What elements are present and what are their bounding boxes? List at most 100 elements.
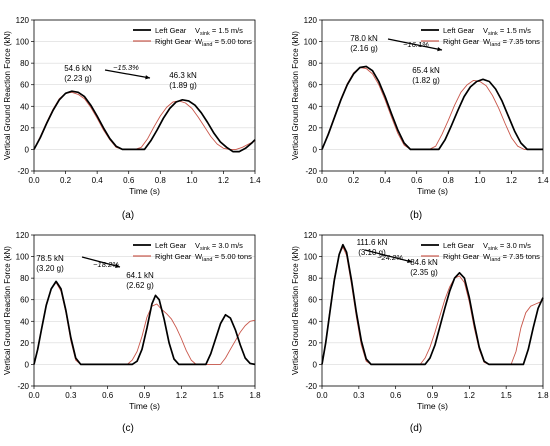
y-tick-label: -20 xyxy=(305,167,317,176)
peak-annotation: 78.0 kN xyxy=(350,34,378,43)
x-axis-label: Time (s) xyxy=(417,401,448,411)
y-tick-label: 40 xyxy=(20,317,29,326)
arrow-head xyxy=(145,75,150,80)
peak-annotation: (3.20 g) xyxy=(36,264,64,273)
y-tick-label: 80 xyxy=(308,59,317,68)
peak-annotation: 64.1 kN xyxy=(126,271,154,280)
arrow-head xyxy=(407,258,412,263)
peak-annotation: (1.82 g) xyxy=(412,76,440,85)
info-text: Wland = 5.00 tons xyxy=(195,37,252,48)
y-tick-label: 100 xyxy=(16,253,30,262)
legend-label: Right Gear xyxy=(443,37,480,46)
x-tick-label: 1.5 xyxy=(501,391,513,400)
info-text: Wland = 5.00 tons xyxy=(195,252,252,263)
x-tick-label: 0.9 xyxy=(427,391,439,400)
y-tick-label: -20 xyxy=(305,382,317,391)
x-tick-label: 1.5 xyxy=(213,391,225,400)
peak-annotation: 54.6 kN xyxy=(64,64,92,73)
x-tick-label: 0.4 xyxy=(92,176,104,185)
y-tick-label: 40 xyxy=(308,102,317,111)
chart-panel: -20 0 20 40 60 80 100 120 0.0 0.2 0.4 0.6 0.8 1.0 1.2 1… xyxy=(291,16,549,221)
peak-annotation: 46.3 kN xyxy=(169,71,197,80)
panel-label: (c) xyxy=(122,423,134,434)
y-tick-label: 120 xyxy=(16,231,30,240)
y-tick-label: 80 xyxy=(308,274,317,283)
y-tick-label: 60 xyxy=(308,81,317,90)
arrow-head xyxy=(437,47,442,52)
y-tick-label: -20 xyxy=(17,167,29,176)
legend-label: Left Gear xyxy=(443,26,475,35)
y-tick-label: 0 xyxy=(25,145,30,154)
y-tick-label: 60 xyxy=(20,296,29,305)
series-line-right-gear xyxy=(33,282,256,365)
x-axis-label: Time (s) xyxy=(129,186,160,196)
y-tick-label: 100 xyxy=(304,38,318,47)
info-text: Vsink = 1.5 m/s xyxy=(483,26,531,37)
chart-panel: -20 0 20 40 60 80 100 120 0.0 0.2 0.4 0.6 0.8 1.0 1.2 1… xyxy=(3,16,261,221)
y-tick-label: 100 xyxy=(304,253,318,262)
y-axis-label: Vertical Ground Reaction Force (kN) xyxy=(291,246,300,375)
x-tick-label: 1.2 xyxy=(176,391,188,400)
x-tick-label: 0.0 xyxy=(28,176,40,185)
y-axis-label: Vertical Ground Reaction Force (kN) xyxy=(291,31,300,160)
y-axis-label: Vertical Ground Reaction Force (kN) xyxy=(3,31,12,160)
reduction-arrow xyxy=(364,249,413,263)
y-tick-label: 120 xyxy=(16,16,30,25)
x-tick-label: 0.9 xyxy=(139,391,151,400)
x-tick-label: 0.6 xyxy=(102,391,114,400)
reduction-arrow xyxy=(81,256,121,268)
x-tick-label: 0.0 xyxy=(316,176,328,185)
x-tick-label: 1.2 xyxy=(506,176,518,185)
x-tick-label: 0.3 xyxy=(65,391,77,400)
peak-annotation: (2.35 g) xyxy=(410,268,438,277)
y-tick-label: 20 xyxy=(308,124,317,133)
x-tick-label: 1.8 xyxy=(537,391,549,400)
peak-annotation: (2.16 g) xyxy=(350,44,378,53)
peak-annotation: 84.6 kN xyxy=(410,258,438,267)
series-line-left-gear xyxy=(33,90,256,153)
reduction-annotation: −15.3% xyxy=(113,63,139,72)
reduction-annotation: −24.2% xyxy=(377,253,403,262)
series-line-left-gear xyxy=(33,280,256,366)
x-tick-label: 0.6 xyxy=(123,176,135,185)
x-tick-label: 0.8 xyxy=(155,176,167,185)
y-tick-label: 20 xyxy=(20,124,29,133)
peak-annotation: (2.23 g) xyxy=(64,74,92,83)
y-tick-label: 40 xyxy=(308,317,317,326)
info-text: Vsink = 1.5 m/s xyxy=(195,26,243,37)
chart-panel: -20 0 20 40 60 80 100 120 0.0 0.3 0.6 0.9 1.2 1.5 1.8 T… xyxy=(291,231,549,434)
info-text: Wland = 7.35 tons xyxy=(483,252,540,263)
y-tick-label: 0 xyxy=(313,360,318,369)
arrow-head xyxy=(115,263,120,268)
x-axis-label: Time (s) xyxy=(417,186,448,196)
x-tick-label: 0.0 xyxy=(28,391,40,400)
y-tick-label: 80 xyxy=(20,59,29,68)
x-tick-label: 0.4 xyxy=(380,176,392,185)
x-tick-label: 0.2 xyxy=(60,176,72,185)
legend-label: Left Gear xyxy=(155,26,187,35)
peak-annotation: (3.10 g) xyxy=(358,248,386,257)
y-tick-label: 120 xyxy=(304,16,318,25)
info-text: Vsink = 3.0 m/s xyxy=(195,241,243,252)
x-tick-label: 1.8 xyxy=(249,391,261,400)
y-tick-label: 60 xyxy=(308,296,317,305)
legend-label: Right Gear xyxy=(155,37,192,46)
y-tick-label: 20 xyxy=(308,339,317,348)
panel-label: (d) xyxy=(410,423,422,434)
x-tick-label: 0.8 xyxy=(443,176,455,185)
y-tick-label: 20 xyxy=(20,339,29,348)
y-axis-label: Vertical Ground Reaction Force (kN) xyxy=(3,246,12,375)
series-line-right-gear xyxy=(321,246,544,365)
peak-annotation: 78.5 kN xyxy=(36,254,64,263)
x-tick-label: 0.0 xyxy=(316,391,328,400)
peak-annotation: 65.4 kN xyxy=(412,66,440,75)
x-axis-label: Time (s) xyxy=(129,401,160,411)
x-tick-label: 1.4 xyxy=(537,176,549,185)
x-tick-label: 0.2 xyxy=(348,176,360,185)
x-tick-label: 1.4 xyxy=(249,176,261,185)
y-tick-label: 0 xyxy=(313,145,318,154)
reduction-arrow xyxy=(104,69,151,79)
peak-annotation: (1.89 g) xyxy=(169,81,197,90)
x-tick-label: 1.0 xyxy=(186,176,198,185)
chart-panel: -20 0 20 40 60 80 100 120 0.0 0.3 0.6 0.9 1.2 1.5 1.8 T… xyxy=(3,231,261,434)
